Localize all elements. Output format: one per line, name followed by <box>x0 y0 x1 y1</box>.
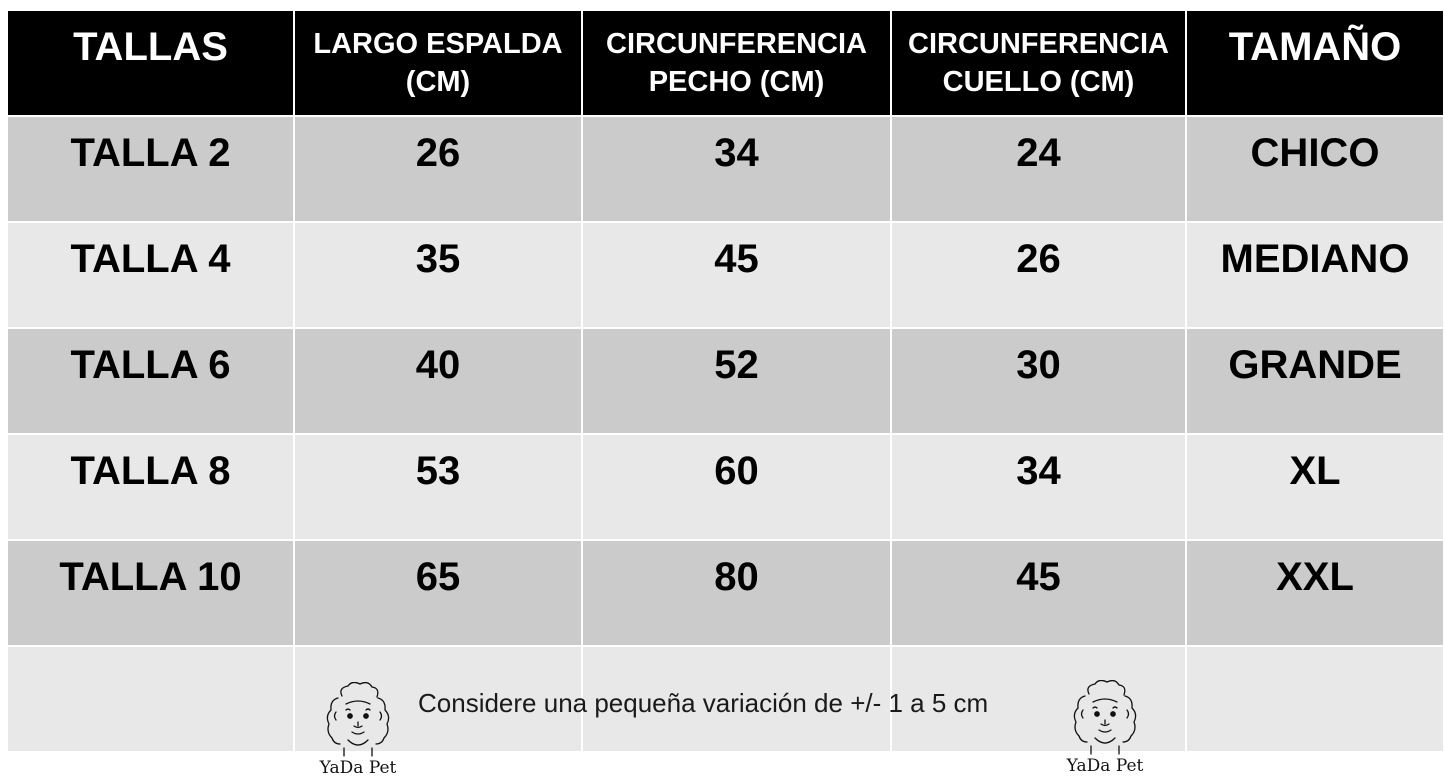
empty-cell <box>581 645 892 753</box>
brand-logo-text: YaDa Pet <box>319 758 397 778</box>
brand-logo-right: YaDa Pet <box>1060 680 1150 780</box>
table-row: TALLA 6 40 52 30 GRANDE <box>6 327 1445 435</box>
cell-pecho: 60 <box>581 433 892 541</box>
cell-cuello: 45 <box>890 539 1187 647</box>
cell-largo-espalda: 65 <box>293 539 583 647</box>
cell-talla: TALLA 2 <box>6 115 295 223</box>
empty-cell <box>1185 645 1445 753</box>
cell-pecho: 52 <box>581 327 892 435</box>
header-tamano: TAMAÑO <box>1185 9 1445 117</box>
brand-logo-text: YaDa Pet <box>1066 756 1144 776</box>
cell-cuello: 30 <box>890 327 1187 435</box>
cell-talla: TALLA 10 <box>6 539 295 647</box>
table-row: TALLA 4 35 45 26 MEDIANO <box>6 221 1445 329</box>
cell-talla: TALLA 8 <box>6 433 295 541</box>
table-row: TALLA 8 53 60 34 XL <box>6 433 1445 541</box>
empty-cell <box>890 645 1187 753</box>
cell-tamano: MEDIANO <box>1185 221 1445 329</box>
cell-largo-espalda: 35 <box>293 221 583 329</box>
cell-cuello: 34 <box>890 433 1187 541</box>
header-circunferencia-pecho: CIRCUNFERENCIA PECHO (CM) <box>581 9 892 117</box>
empty-cell <box>6 645 295 753</box>
cell-largo-espalda: 40 <box>293 327 583 435</box>
header-tallas: TALLAS <box>6 9 295 117</box>
empty-cell <box>293 645 583 753</box>
cell-talla: TALLA 6 <box>6 327 295 435</box>
header-largo-espalda: LARGO ESPALDA (CM) <box>293 9 583 117</box>
cell-cuello: 24 <box>890 115 1187 223</box>
cell-pecho: 45 <box>581 221 892 329</box>
size-chart-table: TALLAS LARGO ESPALDA (CM) CIRCUNFERENCIA P… <box>6 9 1445 753</box>
cell-pecho: 34 <box>581 115 892 223</box>
table-row: TALLA 2 26 34 24 CHICO <box>6 115 1445 223</box>
cell-cuello: 26 <box>890 221 1187 329</box>
header-circunferencia-cuello: CIRCUNFERENCIA CUELLO (CM) <box>890 9 1187 117</box>
cell-largo-espalda: 26 <box>293 115 583 223</box>
header-row: TALLAS LARGO ESPALDA (CM) CIRCUNFERENCIA P… <box>6 9 1445 117</box>
table-row: TALLA 10 65 80 45 XXL <box>6 539 1445 647</box>
cell-tamano: GRANDE <box>1185 327 1445 435</box>
empty-row <box>6 645 1445 753</box>
cell-tamano: XXL <box>1185 539 1445 647</box>
cell-largo-espalda: 53 <box>293 433 583 541</box>
cell-pecho: 80 <box>581 539 892 647</box>
poodle-logo-icon <box>1073 680 1137 755</box>
cell-tamano: CHICO <box>1185 115 1445 223</box>
cell-talla: TALLA 4 <box>6 221 295 329</box>
poodle-logo-icon <box>326 682 390 757</box>
brand-logo-left: YaDa Pet <box>313 682 403 782</box>
cell-tamano: XL <box>1185 433 1445 541</box>
variation-note: Considere una pequeña variación de +/- 1… <box>418 688 989 718</box>
